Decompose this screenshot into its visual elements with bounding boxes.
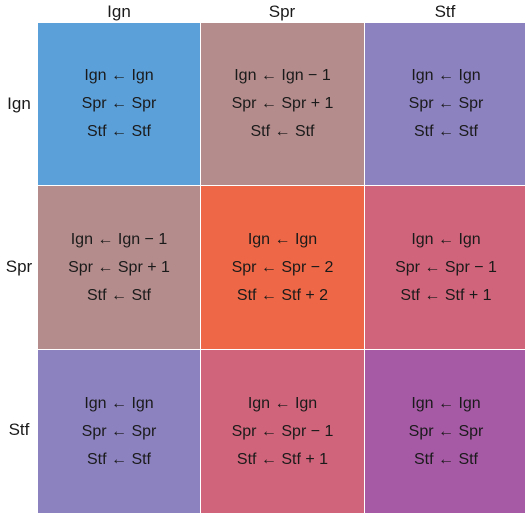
row-header-spr: Spr — [5, 257, 33, 276]
row-header-ign: Ign — [7, 94, 31, 113]
cell-stf-ign: Ign ← Ign Spr ← Spr Stf ← Stf — [38, 350, 200, 513]
rule-spr: Spr ← Spr — [408, 422, 484, 440]
cell-ign-ign: Ign ← Ign Spr ← Spr Stf ← Stf — [38, 23, 200, 185]
rule-ign: Ign ← Ign − 1 — [70, 230, 168, 248]
rule-spr: Spr ← Spr − 1 — [231, 422, 334, 440]
cell-stf-stf: Ign ← Ign Spr ← Spr Stf ← Stf — [365, 350, 525, 513]
rule-spr: Spr ← Spr — [408, 95, 484, 112]
rule-spr: Spr ← Spr — [81, 95, 157, 112]
payoff-grid: Ign ← Ign Spr ← Spr Stf ← Stf Ign ← Ign … — [38, 23, 525, 513]
rule-ign: Ign ← Ign — [247, 230, 318, 248]
rule-spr: Spr ← Spr + 1 — [68, 258, 170, 276]
column-header-spr: Spr — [268, 2, 296, 21]
rule-stf: Stf ← Stf + 2 — [236, 286, 329, 304]
rule-ign: Ign ← Ign − 1 — [234, 67, 331, 84]
column-header-ign: Ign — [107, 2, 131, 21]
cell-spr-ign: Ign ← Ign − 1 Spr ← Spr + 1 Stf ← Stf — [38, 186, 200, 349]
rule-stf: Stf ← Stf — [86, 123, 151, 140]
rule-ign: Ign ← Ign — [84, 67, 154, 84]
rule-stf: Stf ← Stf — [413, 123, 478, 140]
rule-ign: Ign ← Ign — [247, 394, 318, 412]
rule-stf: Stf ← Stf — [86, 450, 151, 468]
rule-stf: Stf ← Stf + 1 — [400, 286, 492, 304]
rule-stf: Stf ← Stf — [86, 286, 151, 304]
rule-ign: Ign ← Ign — [411, 230, 481, 248]
rule-spr: Spr ← Spr — [81, 422, 157, 440]
cell-stf-spr: Ign ← Ign Spr ← Spr − 1 Stf ← Stf + 1 — [201, 350, 364, 513]
cell-ign-stf: Ign ← Ign Spr ← Spr Stf ← Stf — [365, 23, 525, 185]
rule-spr: Spr ← Spr − 2 — [231, 258, 334, 276]
rule-ign: Ign ← Ign — [411, 394, 481, 412]
column-header-stf: Stf — [434, 2, 456, 21]
row-header-stf: Stf — [8, 420, 30, 439]
cell-spr-stf: Ign ← Ign Spr ← Spr − 1 Stf ← Stf + 1 — [365, 186, 525, 349]
rule-stf: Stf ← Stf — [250, 123, 315, 140]
cell-spr-spr: Ign ← Ign Spr ← Spr − 2 Stf ← Stf + 2 — [201, 186, 364, 349]
rule-stf: Stf ← Stf — [413, 450, 478, 468]
rule-spr: Spr ← Spr + 1 — [231, 95, 334, 112]
rule-ign: Ign ← Ign — [411, 67, 481, 84]
rule-stf: Stf ← Stf + 1 — [236, 450, 329, 468]
rule-spr: Spr ← Spr − 1 — [395, 258, 497, 276]
cell-ign-spr: Ign ← Ign − 1 Spr ← Spr + 1 Stf ← Stf — [201, 23, 364, 185]
rule-ign: Ign ← Ign — [84, 394, 154, 412]
